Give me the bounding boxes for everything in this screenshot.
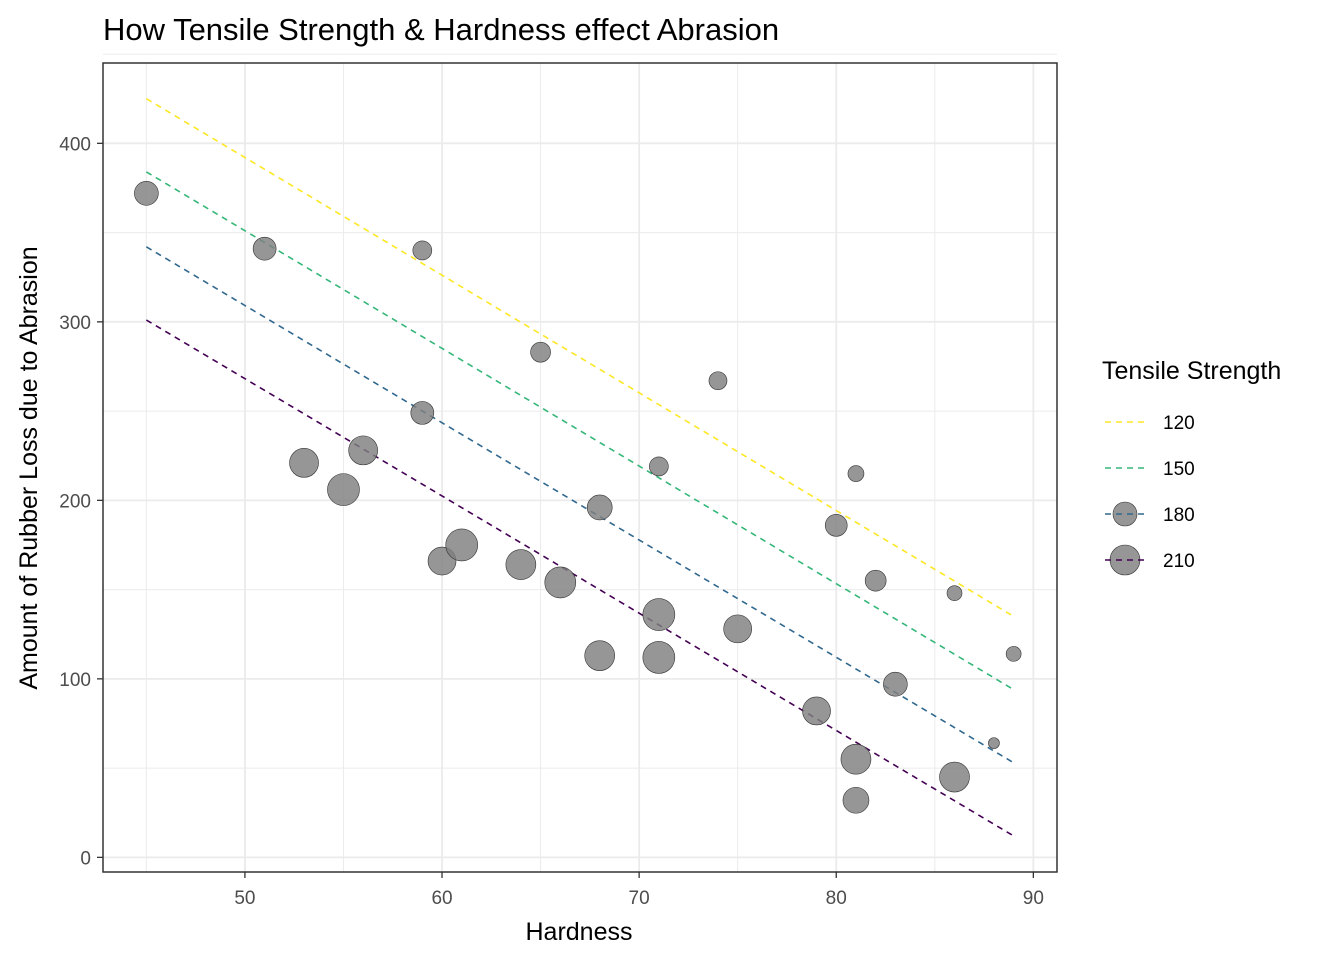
legend-key-point <box>1109 544 1141 576</box>
plot-panel-border <box>102 62 1058 873</box>
data-point <box>642 598 676 631</box>
data-point <box>584 640 616 671</box>
data-point <box>840 743 872 775</box>
legend-label: 180 <box>1163 505 1195 526</box>
data-point <box>939 761 970 793</box>
chart-title: How Tensile Strength & Hardness effect A… <box>103 12 779 47</box>
data-point <box>864 569 887 592</box>
series-line-150 <box>145 171 1015 691</box>
legend: Tensile Strength 120 150 180 210 <box>1102 357 1281 576</box>
data-point <box>348 435 378 466</box>
data-point <box>946 585 963 601</box>
legend-label: 150 <box>1163 459 1195 480</box>
legend-label: 120 <box>1163 413 1195 434</box>
y-axis: 0 100 200 300 400 <box>59 134 103 869</box>
data-point <box>412 240 433 261</box>
legend-title: Tensile Strength <box>1102 357 1281 385</box>
data-point <box>847 465 865 482</box>
x-tick-label: 70 <box>629 888 650 909</box>
x-axis: 50 60 70 80 90 <box>234 872 1044 909</box>
y-tick-label: 200 <box>59 491 91 512</box>
y-tick-label: 0 <box>80 848 91 869</box>
y-tick-label: 300 <box>59 313 91 334</box>
data-points <box>134 181 1022 814</box>
x-tick-label: 60 <box>431 888 452 909</box>
data-point <box>410 401 435 425</box>
data-point <box>530 341 551 363</box>
legend-key-point <box>1112 501 1138 527</box>
data-point <box>505 549 537 580</box>
legend-entries: 120 150 180 210 <box>1105 413 1195 576</box>
data-point <box>842 786 870 814</box>
y-axis-title: Amount of Rubber Loss due to Abrasion <box>15 246 43 689</box>
data-point <box>723 614 752 644</box>
regression-lines <box>145 98 1015 837</box>
y-tick-label: 100 <box>59 670 91 691</box>
data-point <box>988 737 1000 749</box>
data-point <box>445 528 479 562</box>
legend-entry-210: 210 <box>1105 544 1195 576</box>
data-point <box>708 371 728 391</box>
legend-entry-180: 180 <box>1105 501 1195 527</box>
data-point <box>252 236 277 261</box>
legend-entry-120: 120 <box>1105 413 1195 434</box>
data-point <box>134 181 159 206</box>
grid <box>103 53 1057 872</box>
x-tick-label: 50 <box>234 888 255 909</box>
data-point <box>824 514 848 537</box>
data-point <box>586 494 613 521</box>
series-line-180 <box>145 246 1015 764</box>
y-tick-label: 400 <box>59 134 91 155</box>
x-tick-label: 90 <box>1023 888 1044 909</box>
x-tick-label: 80 <box>826 888 847 909</box>
data-point <box>649 456 669 477</box>
x-axis-title: Hardness <box>526 918 633 946</box>
data-point <box>1005 646 1022 662</box>
data-point <box>544 566 577 599</box>
data-point <box>327 473 360 506</box>
data-point <box>642 641 676 674</box>
data-point <box>883 671 908 697</box>
series-line-210 <box>145 319 1015 837</box>
data-point <box>289 448 319 478</box>
series-line-120 <box>145 98 1015 618</box>
data-point <box>802 696 831 726</box>
legend-label: 210 <box>1163 551 1195 572</box>
legend-entry-150: 150 <box>1105 459 1195 480</box>
